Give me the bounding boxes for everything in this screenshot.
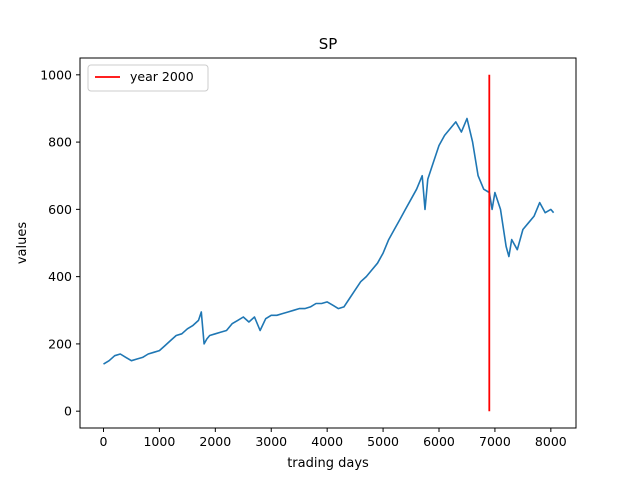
legend-box — [87, 64, 209, 92]
y-axis: 0 200 400 600 800 1000 — [40, 67, 80, 419]
x-tick-label: 4000 — [311, 434, 343, 449]
legend: year 2000 — [87, 64, 209, 92]
plot-frame — [79, 57, 577, 429]
x-tick-label: 7000 — [479, 434, 511, 449]
x-tick-label: 0 — [100, 434, 108, 449]
x-axis: 0 1000 2000 3000 4000 5000 6000 7000 8000 — [100, 428, 567, 449]
y-tick-label: 400 — [48, 269, 72, 284]
y-tick-label: 0 — [64, 404, 72, 419]
legend-label-year-2000: year 2000 — [130, 69, 194, 84]
y-tick-label: 800 — [48, 135, 72, 150]
x-tick-label: 8000 — [535, 434, 567, 449]
x-tick-label: 6000 — [423, 434, 455, 449]
x-axis-label: trading days — [287, 456, 369, 471]
y-tick-label: 1000 — [40, 67, 72, 82]
y-axis-label: values — [15, 222, 30, 265]
y-tick-label: 200 — [48, 336, 72, 351]
chart-title: SP — [319, 35, 338, 53]
x-tick-label: 2000 — [199, 434, 231, 449]
y-tick-label: 600 — [48, 202, 72, 217]
sp-series-line — [103, 117, 555, 365]
series-layer — [103, 74, 555, 412]
x-tick-label: 5000 — [367, 434, 399, 449]
x-tick-label: 3000 — [255, 434, 287, 449]
x-tick-label: 1000 — [143, 434, 175, 449]
